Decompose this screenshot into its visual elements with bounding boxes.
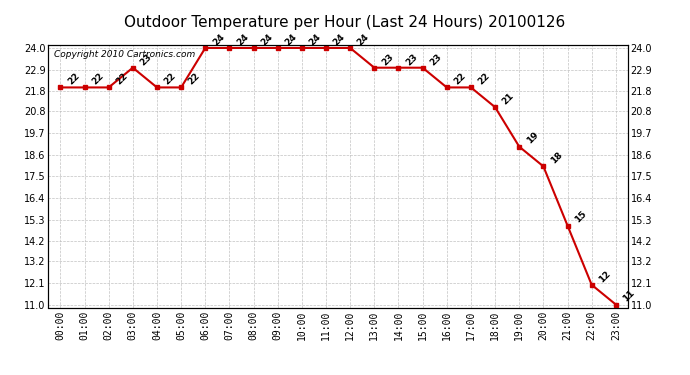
Text: 22: 22	[90, 72, 106, 87]
Text: 18: 18	[549, 150, 564, 166]
Text: 24: 24	[332, 32, 347, 47]
Text: 24: 24	[235, 32, 250, 47]
Text: 23: 23	[380, 52, 395, 67]
Text: 23: 23	[428, 52, 444, 67]
Text: 22: 22	[163, 72, 178, 87]
Text: Outdoor Temperature per Hour (Last 24 Hours) 20100126: Outdoor Temperature per Hour (Last 24 Ho…	[124, 15, 566, 30]
Text: 19: 19	[525, 130, 540, 146]
Text: 24: 24	[211, 32, 226, 47]
Text: 11: 11	[622, 288, 637, 304]
Text: 23: 23	[404, 52, 420, 67]
Text: 22: 22	[115, 72, 130, 87]
Text: 23: 23	[139, 52, 154, 67]
Text: 21: 21	[501, 91, 516, 106]
Text: 22: 22	[477, 72, 492, 87]
Text: 24: 24	[308, 32, 323, 47]
Text: 12: 12	[598, 269, 613, 284]
Text: 22: 22	[453, 72, 468, 87]
Text: 22: 22	[187, 72, 202, 87]
Text: 24: 24	[259, 32, 275, 47]
Text: Copyright 2010 Cartronics.com: Copyright 2010 Cartronics.com	[54, 50, 195, 59]
Text: 24: 24	[284, 32, 299, 47]
Text: 22: 22	[66, 72, 81, 87]
Text: 24: 24	[356, 32, 371, 47]
Text: 15: 15	[573, 210, 589, 225]
